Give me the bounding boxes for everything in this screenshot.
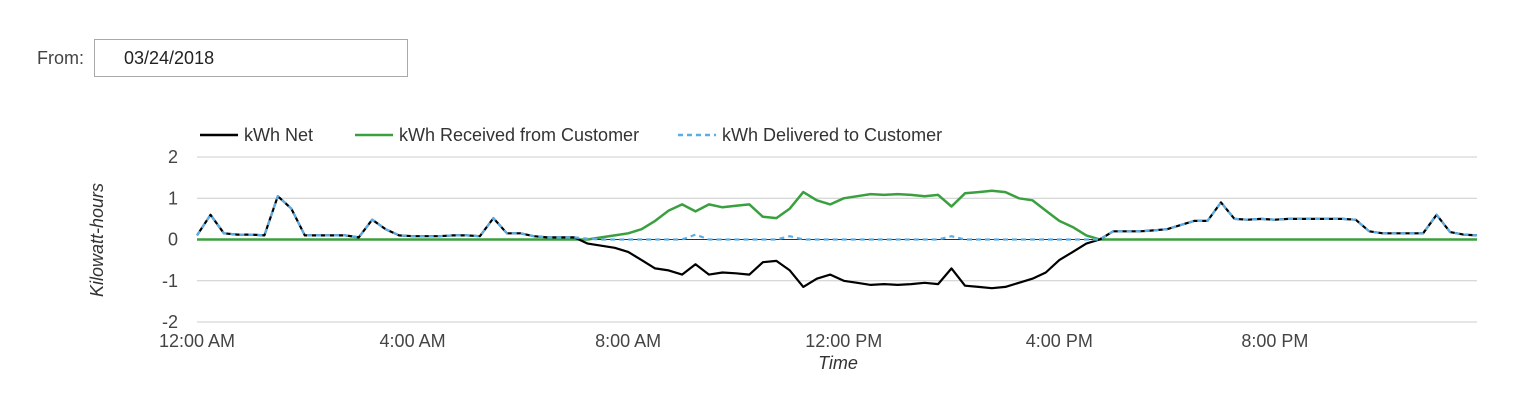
y-tick-label: -2 <box>162 312 178 332</box>
legend-label: kWh Received from Customer <box>399 125 639 145</box>
x-tick-label: 4:00 PM <box>1026 331 1093 351</box>
series-line-kwh-delivered-to-customer <box>196 195 1478 241</box>
legend-label: kWh Delivered to Customer <box>722 125 942 145</box>
legend: kWh Net kWh Received from Customer kWh Del… <box>200 125 942 145</box>
x-axis-title: Time <box>818 353 858 373</box>
axis-ticks: 2 1 0 -1 -212:00 AM 4:00 AM 8:00 AM 12:00 PM 4:0… <box>159 147 1308 351</box>
x-tick-label: 8:00 PM <box>1241 331 1308 351</box>
from-label: From: <box>37 47 84 68</box>
x-tick-label: 4:00 AM <box>380 331 446 351</box>
x-tick-label: 12:00 AM <box>159 331 235 351</box>
y-axis-title: Kilowatt-hours <box>87 183 107 297</box>
series-lines <box>196 189 1478 290</box>
x-tick-label: 12:00 PM <box>805 331 882 351</box>
series-line-kwh-net <box>196 195 1478 290</box>
x-tick-label: 8:00 AM <box>595 331 661 351</box>
series-line-kwh-received-from-customer <box>197 189 1477 241</box>
y-tick-label: 1 <box>168 188 178 208</box>
from-date-input[interactable] <box>94 39 408 77</box>
y-tick-label: 0 <box>168 230 178 250</box>
y-tick-label: 2 <box>168 147 178 167</box>
y-tick-label: -1 <box>162 271 178 291</box>
date-filter-row: From: <box>37 39 408 77</box>
legend-label: kWh Net <box>244 125 313 145</box>
